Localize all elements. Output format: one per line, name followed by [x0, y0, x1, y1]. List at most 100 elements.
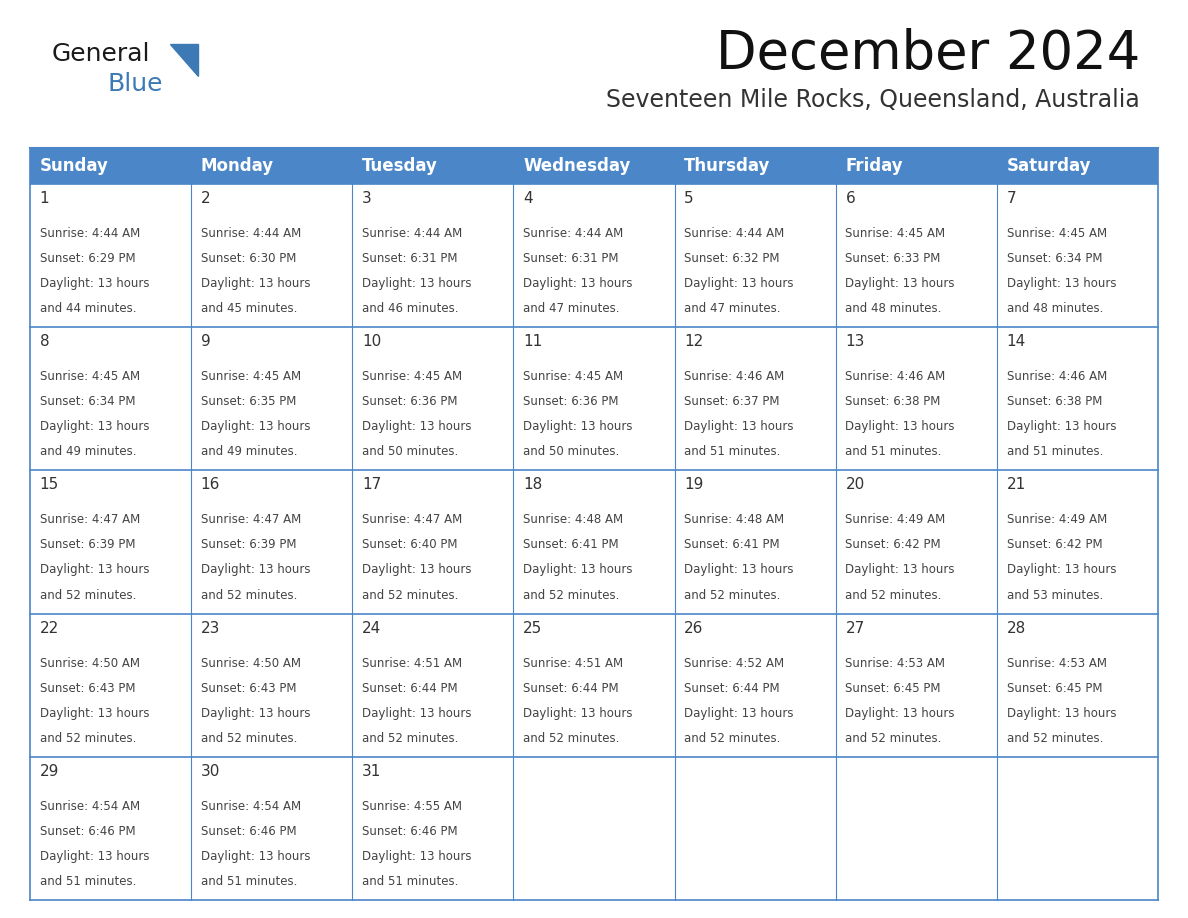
- Text: Sunrise: 4:45 AM: Sunrise: 4:45 AM: [39, 370, 140, 383]
- Text: and 52 minutes.: and 52 minutes.: [362, 732, 459, 744]
- Bar: [513, 613, 675, 756]
- Text: Sunset: 6:42 PM: Sunset: 6:42 PM: [1006, 539, 1102, 552]
- Text: Sunset: 6:43 PM: Sunset: 6:43 PM: [201, 682, 296, 695]
- Text: Daylight: 13 hours: Daylight: 13 hours: [523, 277, 632, 290]
- Text: Daylight: 13 hours: Daylight: 13 hours: [846, 420, 955, 433]
- Bar: [997, 327, 1158, 470]
- Text: Sunrise: 4:49 AM: Sunrise: 4:49 AM: [846, 513, 946, 526]
- Text: 6: 6: [846, 191, 855, 206]
- Text: Blue: Blue: [107, 72, 163, 96]
- Text: 15: 15: [39, 477, 59, 492]
- Bar: [30, 470, 191, 613]
- Text: Sunset: 6:45 PM: Sunset: 6:45 PM: [1006, 682, 1102, 695]
- Bar: [191, 613, 353, 756]
- Text: 5: 5: [684, 191, 694, 206]
- Text: and 47 minutes.: and 47 minutes.: [523, 302, 620, 315]
- Bar: [353, 327, 513, 470]
- Text: and 45 minutes.: and 45 minutes.: [201, 302, 297, 315]
- Text: Daylight: 13 hours: Daylight: 13 hours: [846, 707, 955, 720]
- Text: and 49 minutes.: and 49 minutes.: [201, 445, 297, 458]
- Text: Sunrise: 4:53 AM: Sunrise: 4:53 AM: [846, 656, 946, 669]
- Text: 14: 14: [1006, 334, 1025, 349]
- Text: 16: 16: [201, 477, 220, 492]
- Text: Sunset: 6:30 PM: Sunset: 6:30 PM: [201, 252, 296, 265]
- Text: 2: 2: [201, 191, 210, 206]
- Text: and 52 minutes.: and 52 minutes.: [362, 588, 459, 601]
- Text: and 52 minutes.: and 52 minutes.: [523, 732, 619, 744]
- Bar: [835, 148, 997, 184]
- Text: Daylight: 13 hours: Daylight: 13 hours: [523, 707, 632, 720]
- Bar: [513, 756, 675, 900]
- Text: Sunrise: 4:51 AM: Sunrise: 4:51 AM: [362, 656, 462, 669]
- Bar: [30, 613, 191, 756]
- Text: Sunset: 6:38 PM: Sunset: 6:38 PM: [846, 396, 941, 409]
- Text: 28: 28: [1006, 621, 1025, 635]
- Text: Daylight: 13 hours: Daylight: 13 hours: [39, 707, 150, 720]
- Text: and 52 minutes.: and 52 minutes.: [684, 732, 781, 744]
- Text: General: General: [52, 42, 151, 66]
- Text: Daylight: 13 hours: Daylight: 13 hours: [846, 277, 955, 290]
- Text: 21: 21: [1006, 477, 1025, 492]
- Text: Sunset: 6:38 PM: Sunset: 6:38 PM: [1006, 396, 1102, 409]
- Text: Sunset: 6:31 PM: Sunset: 6:31 PM: [362, 252, 457, 265]
- Text: Daylight: 13 hours: Daylight: 13 hours: [523, 564, 632, 577]
- Bar: [835, 613, 997, 756]
- Text: Sunset: 6:45 PM: Sunset: 6:45 PM: [846, 682, 941, 695]
- Bar: [30, 148, 191, 184]
- Bar: [30, 327, 191, 470]
- Bar: [997, 184, 1158, 327]
- Text: Daylight: 13 hours: Daylight: 13 hours: [362, 420, 472, 433]
- Text: and 49 minutes.: and 49 minutes.: [39, 445, 137, 458]
- Text: Sunset: 6:46 PM: Sunset: 6:46 PM: [201, 824, 297, 838]
- Text: Daylight: 13 hours: Daylight: 13 hours: [201, 420, 310, 433]
- Text: Daylight: 13 hours: Daylight: 13 hours: [846, 564, 955, 577]
- Text: and 53 minutes.: and 53 minutes.: [1006, 588, 1102, 601]
- Text: Sunset: 6:34 PM: Sunset: 6:34 PM: [1006, 252, 1102, 265]
- Text: Daylight: 13 hours: Daylight: 13 hours: [39, 277, 150, 290]
- Text: Sunset: 6:34 PM: Sunset: 6:34 PM: [39, 396, 135, 409]
- Text: Friday: Friday: [846, 157, 903, 175]
- Bar: [353, 470, 513, 613]
- Text: Daylight: 13 hours: Daylight: 13 hours: [201, 707, 310, 720]
- Bar: [353, 184, 513, 327]
- Bar: [997, 756, 1158, 900]
- Bar: [675, 327, 835, 470]
- Text: and 50 minutes.: and 50 minutes.: [523, 445, 619, 458]
- Text: Sunrise: 4:54 AM: Sunrise: 4:54 AM: [39, 800, 140, 812]
- Text: Monday: Monday: [201, 157, 274, 175]
- Text: Thursday: Thursday: [684, 157, 771, 175]
- Text: 13: 13: [846, 334, 865, 349]
- Text: Sunrise: 4:47 AM: Sunrise: 4:47 AM: [201, 513, 301, 526]
- Text: Sunset: 6:40 PM: Sunset: 6:40 PM: [362, 539, 457, 552]
- Text: Daylight: 13 hours: Daylight: 13 hours: [39, 564, 150, 577]
- Text: Sunrise: 4:44 AM: Sunrise: 4:44 AM: [684, 227, 784, 240]
- Text: Sunset: 6:29 PM: Sunset: 6:29 PM: [39, 252, 135, 265]
- Text: Sunrise: 4:48 AM: Sunrise: 4:48 AM: [523, 513, 624, 526]
- Text: 29: 29: [39, 764, 59, 778]
- Text: Sunrise: 4:52 AM: Sunrise: 4:52 AM: [684, 656, 784, 669]
- Text: Daylight: 13 hours: Daylight: 13 hours: [362, 277, 472, 290]
- Text: Sunrise: 4:55 AM: Sunrise: 4:55 AM: [362, 800, 462, 812]
- Bar: [513, 327, 675, 470]
- Text: 8: 8: [39, 334, 49, 349]
- Text: Sunset: 6:46 PM: Sunset: 6:46 PM: [362, 824, 457, 838]
- Text: and 52 minutes.: and 52 minutes.: [39, 588, 137, 601]
- Bar: [191, 470, 353, 613]
- Text: Sunset: 6:41 PM: Sunset: 6:41 PM: [523, 539, 619, 552]
- Bar: [353, 613, 513, 756]
- Text: Daylight: 13 hours: Daylight: 13 hours: [201, 850, 310, 863]
- Bar: [675, 756, 835, 900]
- Text: Sunset: 6:44 PM: Sunset: 6:44 PM: [362, 682, 457, 695]
- Bar: [835, 756, 997, 900]
- Text: 20: 20: [846, 477, 865, 492]
- Text: Wednesday: Wednesday: [523, 157, 631, 175]
- Text: Sunset: 6:35 PM: Sunset: 6:35 PM: [201, 396, 296, 409]
- Text: and 51 minutes.: and 51 minutes.: [201, 875, 297, 888]
- Text: 4: 4: [523, 191, 532, 206]
- Text: Daylight: 13 hours: Daylight: 13 hours: [362, 564, 472, 577]
- Text: and 52 minutes.: and 52 minutes.: [684, 588, 781, 601]
- Text: Sunrise: 4:48 AM: Sunrise: 4:48 AM: [684, 513, 784, 526]
- Text: Sunrise: 4:44 AM: Sunrise: 4:44 AM: [201, 227, 301, 240]
- Text: Sunset: 6:36 PM: Sunset: 6:36 PM: [523, 396, 619, 409]
- Bar: [191, 756, 353, 900]
